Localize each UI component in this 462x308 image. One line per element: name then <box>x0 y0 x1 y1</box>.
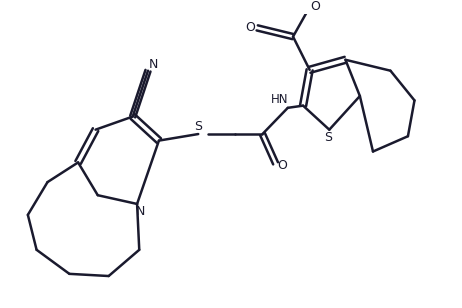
Text: S: S <box>324 131 333 144</box>
Text: N: N <box>149 58 158 71</box>
Text: N: N <box>136 205 145 218</box>
Text: HN: HN <box>271 93 289 106</box>
Text: S: S <box>194 120 202 133</box>
Text: O: O <box>310 0 320 13</box>
Text: O: O <box>277 159 287 172</box>
Text: O: O <box>246 21 255 34</box>
